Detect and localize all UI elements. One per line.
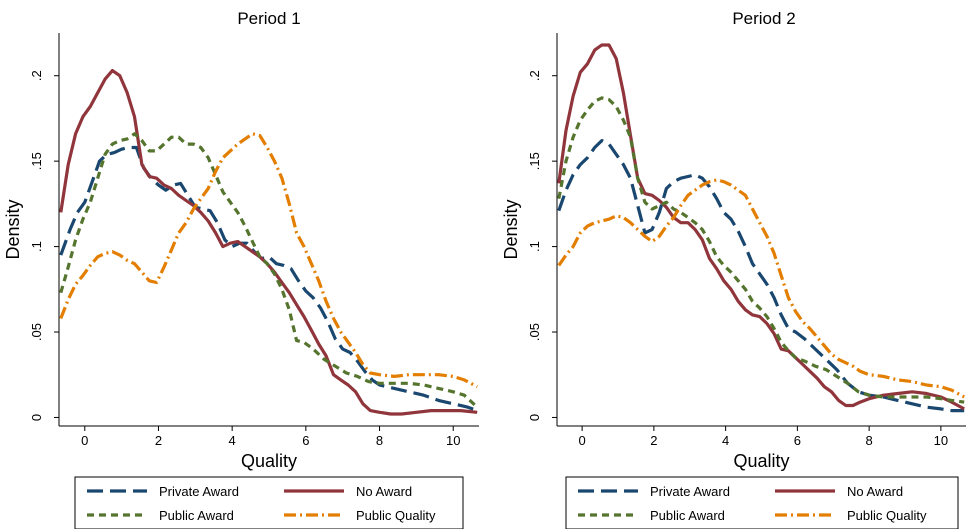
x-axis-title: Quality [241,451,297,471]
legend: Private Award No Award Public Award Public … [74,476,464,529]
y-tick-label: .05 [527,323,542,341]
y-tick-label: .1 [527,241,542,252]
chart-panel-2: Period 2 0 .05 .1 .15 .2 0 2 4 6 8 10 Quality Density… [501,9,966,529]
y-tick-label: 0 [527,414,542,421]
series-line-private-award [557,139,965,413]
series-line-public-award [59,132,479,409]
series-line-no-award [557,43,965,411]
legend-box [74,476,464,529]
y-axis-title: Density [3,199,23,259]
y-tick-label: .2 [29,70,44,81]
x-tick-label: 2 [650,433,657,448]
series-line-no-award [59,69,478,416]
series-group [557,43,965,413]
x-tick-label: 8 [376,433,383,448]
x-tick-label: 10 [934,433,948,448]
series-line-public-award [557,96,965,404]
x-tick-label: 0 [81,433,88,448]
legend-label: No Award [847,484,903,499]
x-tick-label: 6 [794,433,801,448]
y-axis-title: Density [501,199,521,259]
x-axis-title: Quality [733,451,789,471]
legend: Private Award No Award Public Award Public … [565,476,959,529]
series-group [59,69,479,416]
x-tick-label: 10 [446,433,460,448]
y-tick-label: .15 [29,152,44,170]
legend-label: Public Quality [847,508,927,523]
y-tick-label: .15 [527,152,542,170]
x-tick-label: 0 [578,433,585,448]
x-tick-label: 6 [302,433,309,448]
x-tick-label: 8 [866,433,873,448]
legend-box [565,476,959,529]
chart-title: Period 2 [732,9,795,28]
y-tick-label: .2 [527,70,542,81]
chart-panel-1: Period 1 0 .05 .1 .15 .2 0 2 4 6 8 10 Quality Density… [3,9,479,529]
legend-label: Public Award [650,508,725,523]
series-line-private-award [59,145,478,413]
x-tick-label: 4 [229,433,236,448]
legend-label: Private Award [650,484,730,499]
x-tick-label: 2 [155,433,162,448]
y-tick-label: 0 [29,414,44,421]
series-line-public-quality [557,178,965,399]
y-tick-label: .05 [29,323,44,341]
legend-label: Private Award [159,484,239,499]
legend-label: No Award [356,484,412,499]
legend-label: Public Award [159,508,234,523]
y-tick-label: .1 [29,241,44,252]
chart-title: Period 1 [237,9,300,28]
legend-label: Public Quality [356,508,436,523]
x-tick-label: 4 [722,433,729,448]
series-line-public-quality [59,132,478,389]
